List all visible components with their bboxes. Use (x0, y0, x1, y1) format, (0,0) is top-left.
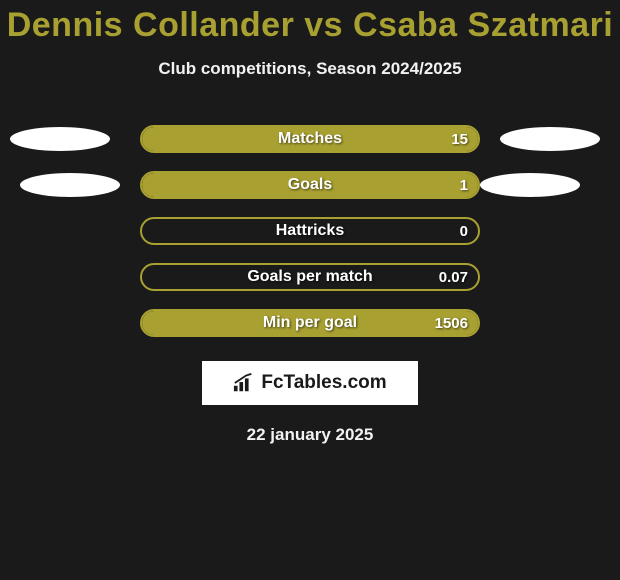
stat-value: 1506 (435, 315, 468, 332)
left-ellipse-icon (10, 127, 110, 151)
page-title: Dennis Collander vs Csaba Szatmari (7, 6, 614, 45)
left-ellipse-icon (20, 173, 120, 197)
comparison-card: Dennis Collander vs Csaba Szatmari Club … (0, 0, 620, 445)
stat-label: Hattricks (142, 222, 478, 240)
source-logo: FcTables.com (202, 361, 418, 405)
stat-label: Goals per match (142, 268, 478, 286)
stat-row: Hattricks 0 (0, 217, 620, 245)
chart-icon (233, 373, 255, 393)
stat-label: Goals (142, 176, 478, 194)
stat-bar: Matches 15 (140, 125, 480, 153)
stat-bar: Min per goal 1506 (140, 309, 480, 337)
stat-value: 1 (460, 177, 468, 194)
logo-text: FcTables.com (261, 372, 386, 394)
right-ellipse-icon (500, 127, 600, 151)
stat-row: Goals per match 0.07 (0, 263, 620, 291)
stat-row: Goals 1 (0, 171, 620, 199)
stat-bar: Goals per match 0.07 (140, 263, 480, 291)
stat-bar: Goals 1 (140, 171, 480, 199)
stats-chart: Matches 15 Goals 1 Hattricks 0 (0, 125, 620, 337)
stat-row: Matches 15 (0, 125, 620, 153)
right-ellipse-icon (480, 173, 580, 197)
stat-value: 15 (451, 131, 468, 148)
stat-value: 0.07 (439, 269, 468, 286)
stat-label: Matches (142, 130, 478, 148)
subtitle: Club competitions, Season 2024/2025 (158, 59, 461, 79)
stat-bar: Hattricks 0 (140, 217, 480, 245)
stat-label: Min per goal (142, 314, 478, 332)
stat-value: 0 (460, 223, 468, 240)
date-label: 22 january 2025 (247, 425, 374, 445)
stat-row: Min per goal 1506 (0, 309, 620, 337)
